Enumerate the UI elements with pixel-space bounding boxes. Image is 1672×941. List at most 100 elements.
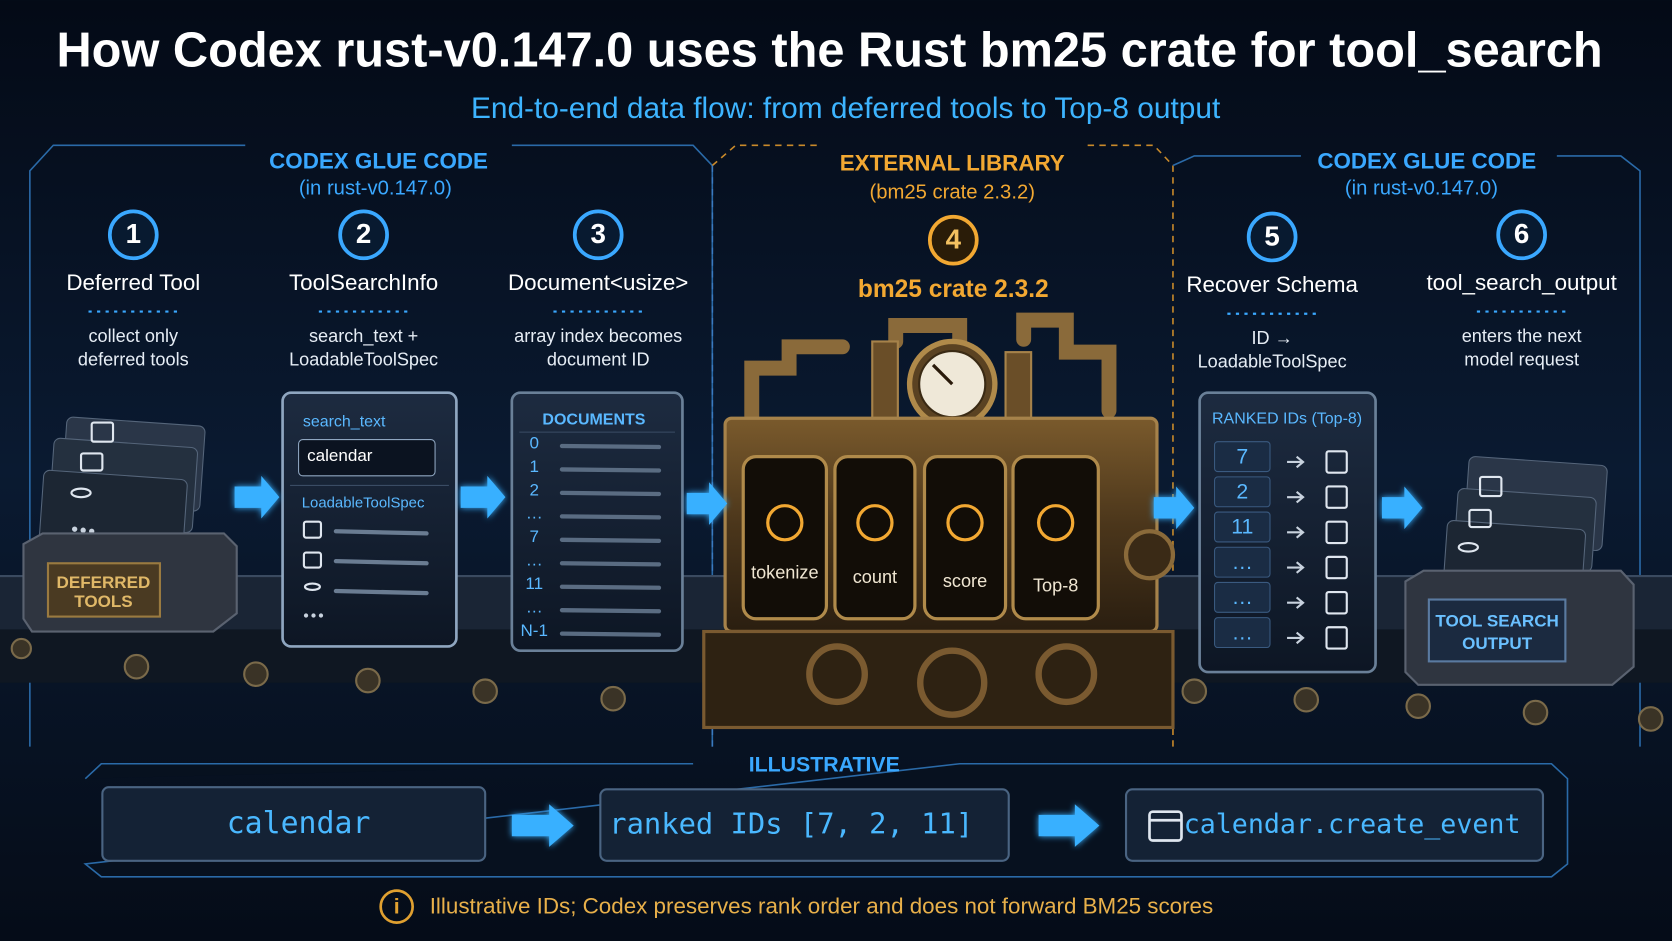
map-arrow: [1287, 596, 1305, 609]
steps: 1 Deferred Tool collect only deferred tools…: [66, 209, 1618, 372]
step-badge: [107, 209, 159, 261]
ranked-id: …: [1232, 620, 1253, 644]
output-tray: [1404, 456, 1635, 686]
step-number: 4: [946, 224, 962, 255]
section-subtitle: (bm25 crate 2.3.2): [870, 182, 1035, 204]
document-rows: 0 1 2 … 7 … 11 … N-1: [520, 433, 662, 640]
schema-icon: [1325, 520, 1348, 545]
info-icon: i: [379, 889, 415, 924]
document-line: [559, 608, 662, 614]
document-id: …: [526, 504, 543, 523]
subtitle: End-to-end data flow: from deferred tool…: [471, 92, 1221, 125]
title: How Codex rust-v0.147.0 uses the Rust bm…: [57, 24, 1603, 78]
document-line: [559, 537, 662, 544]
illustrative-label: ILLUSTRATIVE: [749, 752, 900, 776]
schema-icon: [1325, 626, 1348, 650]
stage-panel: [833, 455, 917, 621]
document-id: …: [526, 598, 543, 617]
step-badge: [927, 214, 979, 266]
step-title: Document<usize>: [508, 270, 688, 295]
document-line: [559, 490, 662, 497]
example-result: calendar.create_event: [1184, 809, 1521, 840]
step-description: search_text +: [309, 326, 418, 347]
document-id: N-1: [520, 621, 547, 640]
ranked-cell: [1214, 617, 1271, 649]
step-number: 6: [1514, 218, 1529, 249]
step-description: array index becomes: [514, 326, 682, 346]
step-number: 1: [126, 218, 141, 249]
ranked-id: 2: [1236, 480, 1248, 504]
field-label: search_text: [303, 414, 386, 431]
map-arrow: [1287, 526, 1305, 539]
document-line: [559, 561, 662, 567]
step-description: collect only: [88, 326, 179, 346]
step-description: ID →: [1251, 328, 1292, 348]
section-subtitle: (in rust-v0.147.0): [299, 177, 452, 199]
step-description: LoadableToolSpec: [289, 349, 438, 369]
ranked-rows: 7211………: [1214, 441, 1348, 650]
section-title: CODEX GLUE CODE: [269, 148, 488, 173]
step-number: 2: [356, 218, 371, 249]
step-description: enters the next: [1462, 326, 1582, 346]
tray-label: TOOL SEARCH: [1435, 611, 1558, 630]
map-arrow: [1287, 491, 1305, 504]
section-subtitle: (in rust-v0.147.0): [1345, 177, 1498, 199]
step-badge: [338, 209, 389, 261]
spec-label: LoadableToolSpec: [302, 494, 425, 511]
document-line: [559, 631, 662, 637]
ranked-title: RANKED IDs (Top-8): [1212, 411, 1362, 428]
illustrative-panel: [83, 762, 1569, 878]
ranked-id: …: [1232, 550, 1253, 574]
ranked-cell: [1214, 511, 1271, 543]
example-ranked: ranked IDs [7, 2, 11]: [609, 807, 973, 841]
svg-text:i: i: [394, 894, 400, 918]
ranked-id: …: [1232, 585, 1253, 609]
ranked-cell: [1214, 476, 1271, 508]
ranked-cell: [1214, 546, 1271, 578]
tray-label: DEFERRED: [57, 573, 151, 592]
deferred-tools-tray: [22, 416, 238, 633]
stage-panel: [922, 455, 1008, 621]
ranked-cell: [1214, 441, 1271, 473]
step-number: 3: [590, 218, 605, 249]
map-arrow: [1287, 631, 1305, 645]
ranked-id: 11: [1231, 515, 1253, 539]
stage-icon: [946, 504, 984, 542]
step-title: ToolSearchInfo: [289, 270, 438, 295]
map-arrow: [1287, 561, 1305, 574]
document-id: …: [526, 551, 543, 570]
step-badge: [1496, 209, 1547, 261]
map-arrow: [1287, 455, 1305, 469]
note: Illustrative IDs; Codex preserves rank o…: [430, 894, 1213, 919]
document-line: [559, 584, 662, 590]
step-description: document ID: [547, 349, 650, 369]
stage-icon: [766, 504, 804, 542]
stage-panel: [1011, 455, 1100, 621]
stage-label: Top-8: [1033, 576, 1078, 596]
document-id: 1: [529, 457, 538, 476]
schema-icon: [1325, 485, 1348, 509]
ranked-cell: [1214, 581, 1271, 613]
tray-label: TOOLS: [74, 592, 132, 611]
document-id: 11: [525, 574, 543, 593]
documents-title: DOCUMENTS: [542, 412, 645, 429]
query-text: calendar: [307, 446, 373, 465]
step-title: Deferred Tool: [66, 270, 200, 295]
document-line: [559, 467, 662, 473]
document-line: [559, 514, 662, 520]
stage-icon: [856, 504, 894, 542]
schema-icon: [1325, 590, 1348, 615]
schema-icon: [1325, 450, 1348, 474]
flow-arrows: [234, 475, 1423, 530]
stage-label: score: [943, 571, 987, 591]
stage-label: tokenize: [751, 563, 818, 583]
document-line: [559, 443, 662, 450]
stage-panel: [741, 455, 829, 621]
step-badge: [572, 209, 624, 261]
step-number: 5: [1264, 220, 1279, 251]
tray-label: OUTPUT: [1462, 634, 1533, 653]
step-description: model request: [1464, 349, 1579, 369]
schema-icon: [1325, 555, 1348, 580]
step-description: deferred tools: [78, 349, 189, 369]
